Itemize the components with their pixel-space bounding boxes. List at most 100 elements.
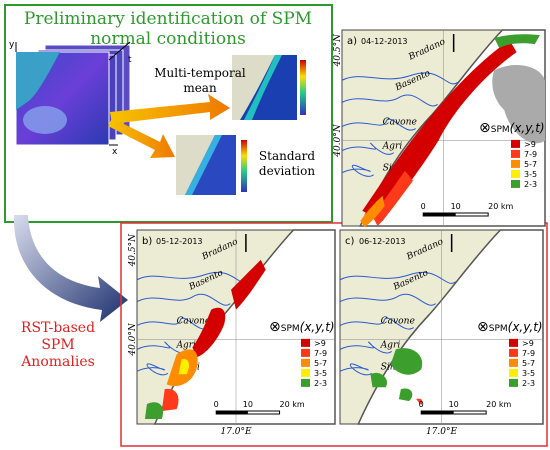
legend-label: 3-5 [522, 369, 535, 378]
river-label: Sinni [381, 362, 405, 372]
river [136, 341, 188, 354]
legend-swatch [301, 348, 310, 357]
legend-label: >9 [524, 140, 536, 149]
scale-label: 0 [214, 400, 219, 409]
map-date: 04-12-2013 [361, 37, 408, 46]
legend-title-part: (x,y,t) [508, 320, 543, 334]
axis [108, 41, 131, 61]
river [136, 293, 231, 306]
flow-arrow [13, 215, 128, 322]
side-label: Anomalies [20, 354, 95, 370]
legend-title-part: SPM [489, 324, 508, 334]
maps: BradanoBasentoCavoneAgriSinnia)04-12-201… [128, 29, 546, 437]
river-label: Agri [380, 340, 401, 350]
spm-anomaly [231, 259, 266, 310]
side-label: RST-based [21, 320, 95, 336]
map-label: c) [345, 236, 354, 247]
legend-swatch [509, 338, 518, 347]
legend-label: 2-3 [522, 379, 535, 388]
legend-label: 2-3 [314, 379, 327, 388]
longitude-label: 17.0°E [220, 427, 252, 437]
std-label: deviation [259, 164, 315, 178]
map-panel: BradanoBasentoCavoneAgriSinnib)05-12-201… [128, 229, 336, 437]
river-label: Cavone [381, 317, 415, 327]
river [339, 317, 415, 330]
legend-label: >9 [522, 339, 534, 348]
cloud [492, 64, 545, 144]
river-label: Cavone [177, 317, 211, 327]
river [339, 363, 372, 376]
spm-anomaly [362, 40, 517, 221]
scale-bar [421, 411, 454, 414]
legend-label: 7-9 [522, 349, 535, 358]
axis-label: x [112, 147, 118, 157]
scale-label: 10 [451, 202, 461, 211]
legend-swatch [509, 348, 518, 357]
scale-label: 0 [421, 202, 426, 211]
river [341, 164, 374, 177]
legend-title-part: ⊗ [477, 319, 489, 335]
river-label: Cavone [383, 118, 417, 128]
river [341, 72, 459, 85]
river [339, 272, 457, 284]
legend-swatch [301, 378, 310, 387]
std-map [176, 135, 247, 195]
title-line: normal conditions [90, 29, 246, 49]
river [341, 94, 438, 107]
mean-label: mean [183, 81, 217, 95]
scale-label: 10 [449, 400, 459, 409]
map-date: 05-12-2013 [156, 237, 203, 246]
legend-title-part: ⊗ [269, 319, 281, 335]
spm-anomaly [161, 388, 179, 412]
title-line: Preliminary identification of SPM [24, 9, 312, 29]
legend-label: 5-7 [522, 359, 535, 368]
legend-title-part: (x,y,t) [510, 121, 545, 135]
legend-swatch [509, 358, 518, 367]
legend-swatch [511, 139, 520, 148]
river [341, 142, 395, 155]
river [341, 118, 417, 131]
legend-swatch [511, 169, 520, 178]
legend-title: ⊗SPM(x,y,t) [477, 319, 543, 335]
latitude-label: 40.5°N [333, 33, 343, 68]
spm-anomaly [192, 307, 226, 358]
legend-swatch [301, 368, 310, 377]
legend-label: 3-5 [524, 170, 537, 179]
scale-label: 0 [419, 400, 424, 409]
scale-label: 10 [243, 400, 253, 409]
arrow [108, 118, 175, 158]
mean-map [232, 55, 306, 120]
axis-label: t [128, 55, 132, 65]
spm-anomaly [144, 402, 164, 420]
spm-anomaly [416, 398, 423, 406]
legend-title-part: (x,y,t) [300, 320, 335, 334]
legend-title-part: SPM [281, 324, 300, 334]
legend-swatch [511, 149, 520, 158]
legend-swatch [509, 368, 518, 377]
map-label: a) [347, 36, 357, 47]
legend-label: 5-7 [524, 160, 537, 169]
latitude-label: 40.0°N [128, 322, 138, 357]
latitude-label: 40.0°N [333, 123, 343, 158]
spm-anomaly [178, 358, 189, 375]
legend-title: ⊗SPM(x,y,t) [479, 120, 545, 136]
map-label: b) [142, 236, 152, 247]
scale-label: 20 km [488, 202, 513, 211]
river-label: Agri [176, 340, 196, 350]
legend-swatch [509, 378, 518, 387]
legend-label: >9 [314, 339, 326, 348]
arrow [110, 94, 230, 124]
legend-swatch [511, 159, 520, 168]
scale-bar [216, 411, 248, 414]
longitude-label: 17.0°E [426, 427, 458, 437]
legend-swatch [301, 358, 310, 367]
spm-anomaly [398, 388, 413, 402]
legend-label: 7-9 [314, 349, 327, 358]
legend-title-part: SPM [491, 125, 510, 135]
river [339, 341, 393, 354]
legend-title-part: ⊗ [479, 120, 491, 136]
map-panel: BradanoBasentoCavoneAgriSinnia)04-12-201… [333, 29, 546, 228]
legend-label: 3-5 [314, 369, 327, 378]
std-label: Standard [259, 149, 315, 163]
